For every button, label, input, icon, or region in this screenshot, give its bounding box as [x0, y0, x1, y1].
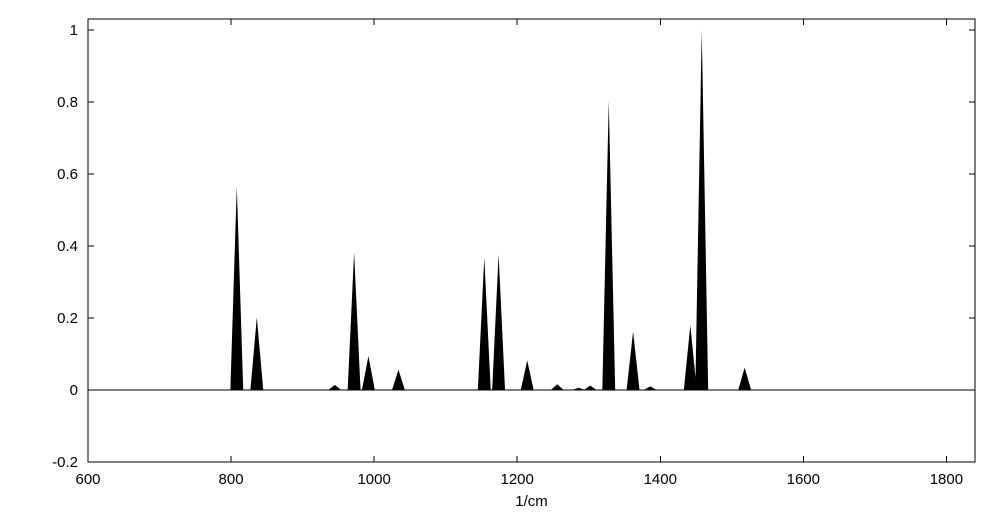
x-tick-label: 1600 — [787, 471, 820, 488]
x-tick-label: 1000 — [357, 471, 390, 488]
y-tick-label: 0.6 — [57, 166, 78, 183]
x-tick-label: 600 — [75, 471, 100, 488]
x-tick-label: 1200 — [501, 471, 534, 488]
y-tick-label: 0.2 — [57, 310, 78, 327]
y-tick-label: 0.8 — [57, 94, 78, 111]
x-tick-label: 800 — [219, 471, 244, 488]
y-tick-label: 0.4 — [57, 238, 78, 255]
y-tick-label: -0.2 — [52, 454, 78, 471]
chart-canvas: 600 800 1000 1200 1400 1600 1800 -0.2 0 0.2 0.4 0.6… — [0, 0, 1000, 517]
spectrum-chart: 600 800 1000 1200 1400 1600 1800 -0.2 0 0.2 0.4 0.6… — [0, 0, 1000, 517]
x-axis-label: 1/cm — [515, 493, 548, 510]
x-tick-label: 1400 — [644, 471, 677, 488]
y-tick-label: 0 — [70, 382, 78, 399]
x-tick-label: 1800 — [930, 471, 963, 488]
y-tick-label: 1 — [70, 22, 78, 39]
